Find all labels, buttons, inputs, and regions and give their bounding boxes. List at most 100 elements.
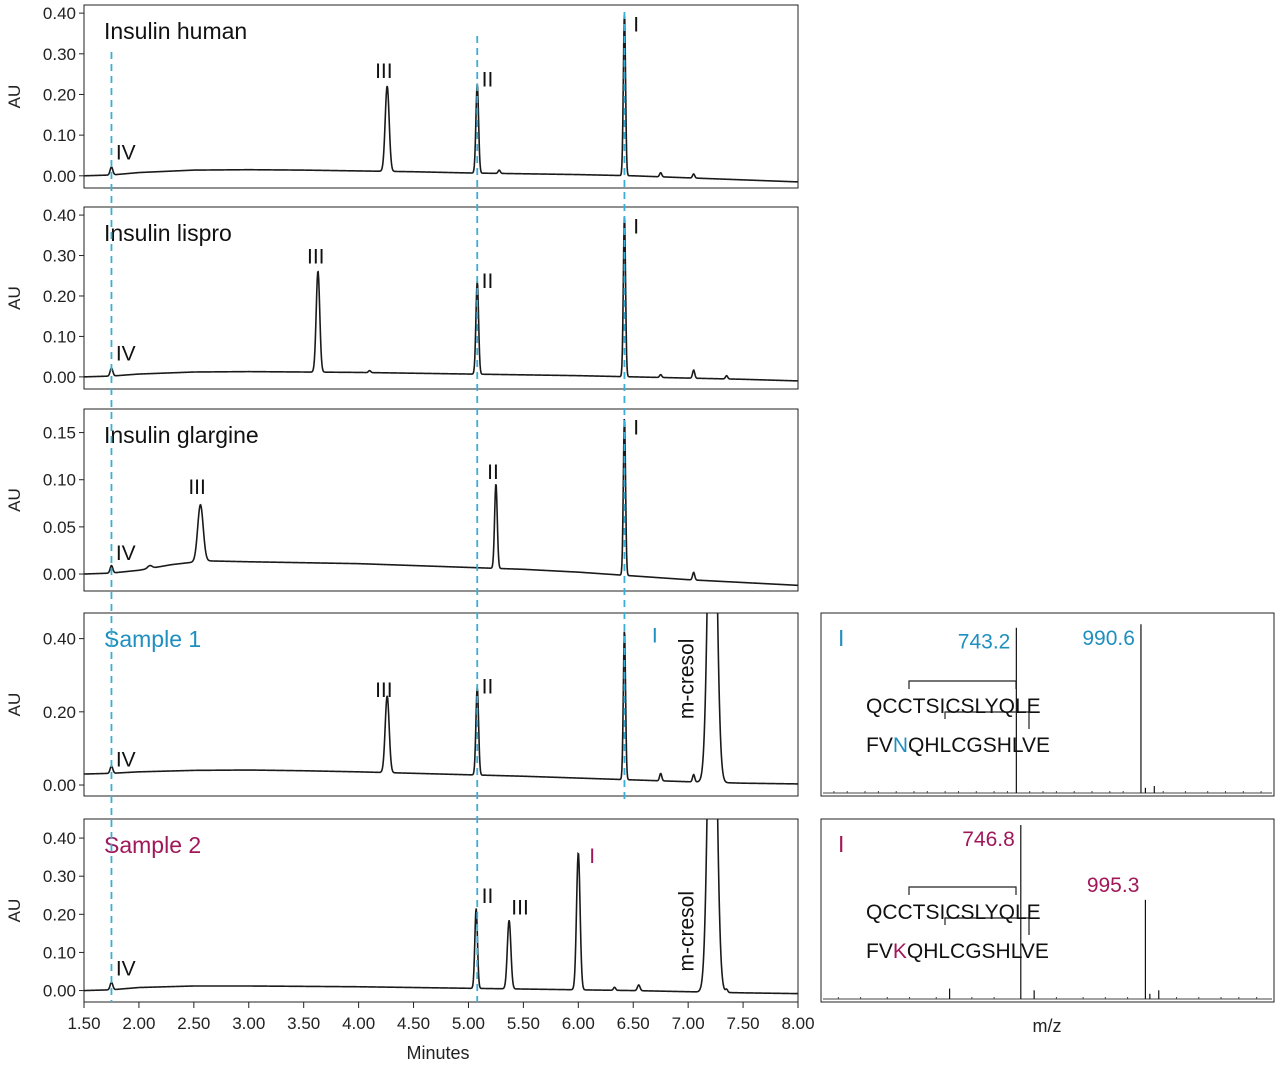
y-tick-label: 0.05 [43,518,76,537]
peak-label: IV [116,542,136,565]
x-tick-label: 4.50 [397,1014,430,1033]
sequence-segment: FV [866,940,893,963]
peak-label: IV [116,142,136,165]
ms-panel-label: I [838,831,844,857]
chromatogram-trace [84,217,798,382]
panel-frame [83,612,799,797]
sequence-segment: FV [866,734,893,757]
y-axis-label: AU [5,899,24,923]
y-tick-label: 0.40 [43,4,76,23]
x-tick-label: 4.00 [342,1014,375,1033]
peak-label: I [633,416,639,439]
ms-peak-label: 746.8 [962,828,1015,851]
sequence-segment: QHLCGSHLVE [908,734,1050,757]
peak-label: IV [116,749,136,772]
y-tick-label: 0.10 [43,126,76,145]
retention-guides [110,12,626,1002]
chromatogram-trace [84,613,798,785]
mass-spectrum-panel: 746.8 995.3 I QCCTSICSLYQLE FVKQHLCGSHLVE [820,818,1275,1003]
x-tick-label: 5.50 [507,1014,540,1033]
x-axis: 1.50 2.00 2.50 3.00 3.50 4.00 4.50 5.00 5.50 6.00… [67,1002,815,1063]
peak-label: II [487,461,499,484]
panel-title: Insulin human [104,18,247,44]
y-tick-label: 0.30 [43,247,76,266]
mass-spectrum-panels: 743.2 990.6IQCCTSICSLYQLEFVNQHLCGSHLVE746… [820,612,1275,1036]
y-tick-label: 0.20 [43,905,76,924]
mutated-residue: K [893,940,907,963]
y-tick-label: 0.40 [43,630,76,649]
panel-frame [83,4,799,189]
sequence-chain-a: QCCTSICSLYQLE [866,901,1041,924]
y-axis-label: AU [5,693,24,717]
peak-label: II [482,676,494,699]
peak-label: I [633,215,639,238]
sequence-chain-a: QCCTSICSLYQLE [866,695,1041,718]
y-tick-label: 0.20 [43,287,76,306]
y-tick-label: 0.10 [43,471,76,490]
peak-label: II [482,68,494,91]
peak-label: III [511,896,529,919]
peak-label: IV [116,343,136,366]
ms-peak-label: 743.2 [958,631,1011,654]
sequence-chain-b: FVNQHLCGSHLVE [866,734,1050,757]
y-tick-label: 0.00 [43,167,76,186]
peak-label: III [307,246,325,269]
peak-label: m-cresol [676,639,699,720]
disulfide-bracket [908,680,1017,689]
ms-x-axis-label: m/z [1033,1016,1062,1036]
mass-spectrum-panel: 743.2 990.6 I QCCTSICSLYQLE FVNQHLCGSHLVE [820,612,1275,797]
peak-label: II [482,270,494,293]
y-tick-label: 0.40 [43,206,76,225]
y-tick-label: 0.15 [43,424,76,443]
x-tick-label: 5.00 [452,1014,485,1033]
peak-label: m-cresol [676,891,699,972]
peak-label: I [589,845,595,868]
y-tick-label: 0.00 [43,982,76,1001]
panel-title: Sample 2 [104,832,201,858]
x-tick-label: 1.50 [67,1014,100,1033]
x-tick-label: 6.00 [562,1014,595,1033]
peak-label: I [633,13,639,36]
peak-label: II [482,885,494,908]
y-tick-label: 0.30 [43,45,76,64]
y-tick-label: 0.30 [43,867,76,886]
ms-peak-label: 995.3 [1087,874,1140,897]
y-tick-label: 0.20 [43,85,76,104]
disulfide-bracket [944,917,1030,935]
peak-label: III [188,476,206,499]
ms-frame [820,818,1275,1003]
x-tick-label: 6.50 [617,1014,650,1033]
y-axis-label: AU [5,286,24,310]
x-tick-label: 2.00 [122,1014,155,1033]
y-axis-label: AU [5,85,24,109]
x-tick-label: 3.50 [287,1014,320,1033]
chromatogram-trace [84,819,798,995]
y-tick-label: 0.10 [43,943,76,962]
y-tick-label: 0.00 [43,368,76,387]
y-tick-label: 0.00 [43,565,76,584]
chromatogram-trace [84,15,798,183]
panel-title: Sample 1 [104,626,201,652]
y-tick-label: 0.00 [43,776,76,795]
peak-label: I [652,624,658,647]
y-tick-label: 0.20 [43,703,76,722]
peak-label: IV [116,957,136,980]
x-tick-label: 7.50 [727,1014,760,1033]
disulfide-bracket [944,711,1030,729]
peak-label: III [375,679,393,702]
disulfide-bracket [908,886,1017,895]
panel-title: Insulin lispro [104,220,232,246]
mutated-residue: N [893,734,908,757]
y-tick-label: 0.40 [43,829,76,848]
panel-frame [83,818,799,1003]
sequence-chain-b: FVKQHLCGSHLVE [866,940,1049,963]
chromatogram-trace [84,418,798,587]
y-axis-label: AU [5,488,24,512]
